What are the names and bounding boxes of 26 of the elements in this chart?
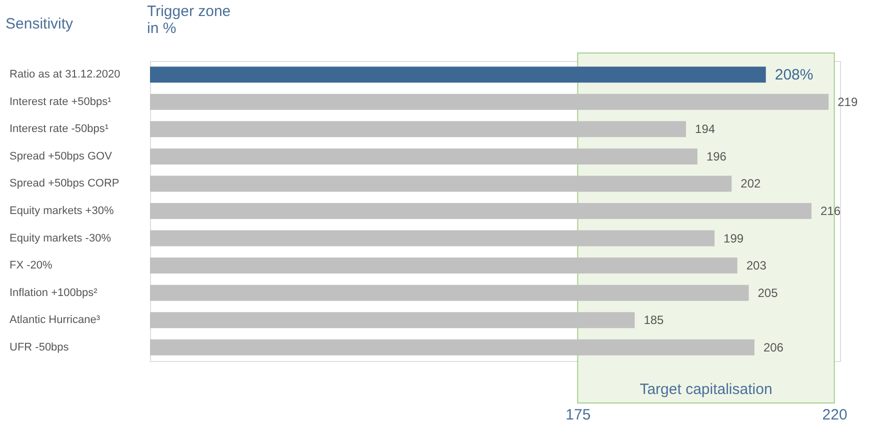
band-label: Target capitalisation xyxy=(640,381,772,398)
data-label: 194 xyxy=(695,122,716,136)
chart-title: Trigger zone in % xyxy=(147,3,231,37)
data-label: 199 xyxy=(724,231,744,246)
y-tick-label: Ratio as at 31.12.2020 xyxy=(10,68,120,81)
data-label: 205 xyxy=(758,286,778,300)
y-tick-label: Interest rate -50bps¹ xyxy=(10,123,109,136)
y-tick-label: Spread +50bps GOV xyxy=(10,150,113,162)
y-tick-label: UFR -50bps xyxy=(10,341,70,354)
data-label: 203 xyxy=(746,258,767,273)
y-tick-label: Equity markets -30% xyxy=(10,232,112,244)
y-tick-label: Interest rate +50bps¹ xyxy=(10,96,112,108)
data-label: 219 xyxy=(838,94,858,109)
y-tick-label: Atlantic Hurricane³ xyxy=(10,314,100,326)
y-tick-label: FX -20% xyxy=(10,260,53,272)
data-label: 196 xyxy=(706,149,727,164)
data-label: 202 xyxy=(740,176,761,191)
data-label: 185 xyxy=(644,313,664,328)
x-tick-label: 175 xyxy=(566,406,591,424)
y-tick-label: Spread +50bps CORP xyxy=(10,178,120,190)
y-axis-title: Sensitivity xyxy=(6,16,74,32)
data-label: 208% xyxy=(774,66,814,84)
data-label: 206 xyxy=(763,340,784,354)
y-tick-label: Equity markets +30% xyxy=(10,205,114,217)
x-tick-label: 220 xyxy=(822,406,848,424)
y-tick-label: Inflation +100bps² xyxy=(10,286,98,299)
